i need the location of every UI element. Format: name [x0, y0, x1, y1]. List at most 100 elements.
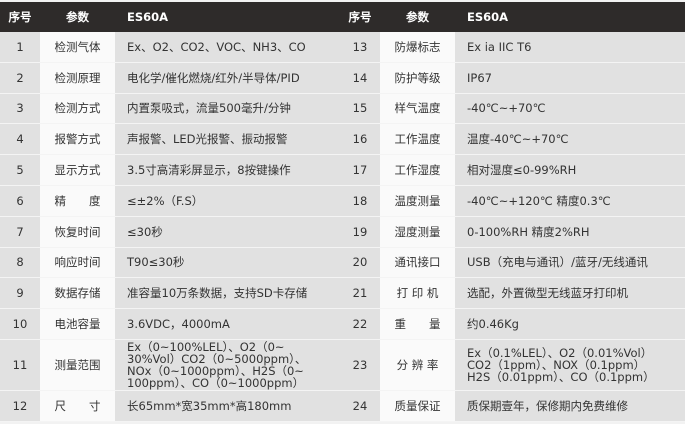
- table-row: 20 通讯接口 USB（充电与通讯）/蓝牙/无线通讯: [340, 247, 685, 279]
- header-model: ES60A: [455, 2, 685, 32]
- row-value: 温度-40℃~+70℃: [455, 124, 685, 155]
- row-value: -40℃~+70℃: [455, 93, 685, 124]
- row-value: -40℃~+120℃ 精度0.3℃: [455, 185, 685, 216]
- row-param: 检测方式: [40, 93, 115, 124]
- row-index: 22: [340, 309, 380, 339]
- row-index: 2: [0, 62, 40, 93]
- row-value: 选配，外置微型无线蓝牙打印机: [455, 278, 685, 309]
- row-index: 21: [340, 278, 380, 309]
- spec-table-left: 序号 参数 ES60A 1 检测气体 Ex、O2、CO2、VOC、NH3、CO 2 检测…: [0, 2, 340, 422]
- row-param: 电池容量: [40, 309, 115, 339]
- row-index: 4: [0, 124, 40, 155]
- row-param: 分 辨 率: [380, 339, 455, 390]
- table-row: 8 响应时间 T90≤30秒: [0, 247, 340, 279]
- table-row: 16 工作温度 温度-40℃~+70℃: [340, 124, 685, 156]
- row-param: 显示方式: [40, 155, 115, 185]
- row-param: 响应时间: [40, 247, 115, 278]
- row-value: 声报警、LED光报警、振动报警: [115, 124, 340, 155]
- header-index: 序号: [0, 2, 40, 32]
- row-value: Ex（0.1%LEL）、O2（0.01%Vol） CO2（1ppm）、NOX（0…: [455, 339, 685, 390]
- row-index: 9: [0, 278, 40, 309]
- row-param: 精 度: [40, 185, 115, 216]
- row-param: 防爆标志: [380, 32, 455, 62]
- row-value: Ex、O2、CO2、VOC、NH3、CO: [115, 32, 340, 62]
- row-value: 0-100%RH 精度2%RH: [455, 216, 685, 247]
- table-row: 7 恢复时间 ≤30秒: [0, 216, 340, 248]
- row-param: 质量保证: [380, 390, 455, 421]
- row-index: 6: [0, 185, 40, 216]
- row-index: 19: [340, 216, 380, 247]
- table-row: 10 电池容量 3.6VDC，4000mA: [0, 309, 340, 340]
- row-param: 通讯接口: [380, 247, 455, 278]
- table-row: 13 防爆标志 Ex ia IIC T6: [340, 32, 685, 63]
- table-row: 19 湿度测量 0-100%RH 精度2%RH: [340, 216, 685, 248]
- row-index: 11: [0, 339, 40, 390]
- table-row: 21 打 印 机选配，外置微型无线蓝牙打印机: [340, 278, 685, 310]
- table-row: 24 质量保证 质保期壹年，保修期内免费维修: [340, 390, 685, 422]
- row-value: 长65mm*宽35mm*高180mm: [115, 390, 340, 421]
- row-value: 准容量10万条数据，支持SD卡存储: [115, 278, 340, 309]
- row-param: 防护等级: [380, 62, 455, 93]
- row-value: 3.5寸高清彩屏显示，8按键操作: [115, 155, 340, 185]
- row-index: 10: [0, 309, 40, 339]
- table-header: 序号 参数 ES60A: [0, 2, 340, 32]
- table-header: 序号 参数 ES60A: [340, 2, 685, 32]
- row-index: 16: [340, 124, 380, 155]
- header-param: 参数: [380, 2, 455, 32]
- row-index: 23: [340, 339, 380, 390]
- table-row: 5 显示方式 3.5寸高清彩屏显示，8按键操作: [0, 155, 340, 186]
- row-index: 5: [0, 155, 40, 185]
- table-row: 2 检测原理 电化学/催化燃烧/红外/半导体/PID: [0, 62, 340, 94]
- row-index: 14: [340, 62, 380, 93]
- row-param: 报警方式: [40, 124, 115, 155]
- row-param: 检测原理: [40, 62, 115, 93]
- table-row: 1 检测气体 Ex、O2、CO2、VOC、NH3、CO: [0, 32, 340, 63]
- row-value: Ex ia IIC T6: [455, 32, 685, 62]
- row-value: 3.6VDC，4000mA: [115, 309, 340, 339]
- spec-table-right: 序号 参数 ES60A 13 防爆标志 Ex ia IIC T6 14 防护等级 IP67…: [340, 2, 685, 422]
- header-index: 序号: [340, 2, 380, 32]
- row-value: T90≤30秒: [115, 247, 340, 278]
- row-value: Ex（0~100%LEL）、O2（0~ 30%Vol）CO2（0~5000ppm…: [115, 339, 340, 390]
- table-row: 4 报警方式 声报警、LED光报警、振动报警: [0, 124, 340, 156]
- row-value: 电化学/催化燃烧/红外/半导体/PID: [115, 62, 340, 93]
- row-param: 恢复时间: [40, 216, 115, 247]
- row-index: 17: [340, 155, 380, 185]
- row-index: 15: [340, 93, 380, 124]
- table-row: 18 温度测量 -40℃~+120℃ 精度0.3℃: [340, 185, 685, 217]
- table-row: 14 防护等级 IP67: [340, 62, 685, 94]
- table-row: 3 检测方式 内置泵吸式，流量500毫升/分钟: [0, 93, 340, 125]
- row-value: USB（充电与通讯）/蓝牙/无线通讯: [455, 247, 685, 278]
- row-index: 20: [340, 247, 380, 278]
- row-param: 数据存储: [40, 278, 115, 309]
- table-row: 15 样气温度 -40℃~+70℃: [340, 93, 685, 125]
- row-value: 质保期壹年，保修期内免费维修: [455, 390, 685, 421]
- table-row: 23 分 辨 率 Ex（0.1%LEL）、O2（0.01%Vol） CO2（1ppm…: [340, 339, 685, 391]
- row-value: ≤30秒: [115, 216, 340, 247]
- row-index: 1: [0, 32, 40, 62]
- header-model: ES60A: [115, 2, 340, 32]
- row-param: 工作湿度: [380, 155, 455, 185]
- row-index: 18: [340, 185, 380, 216]
- row-value: 内置泵吸式，流量500毫升/分钟: [115, 93, 340, 124]
- row-value: 约0.46Kg: [455, 309, 685, 339]
- row-value: IP67: [455, 62, 685, 93]
- row-param: 打 印 机: [380, 278, 455, 309]
- table-row: 12 尺 寸长65mm*宽35mm*高180mm: [0, 390, 340, 422]
- header-param: 参数: [40, 2, 115, 32]
- row-param: 尺 寸: [40, 390, 115, 421]
- row-index: 8: [0, 247, 40, 278]
- row-param: 测量范围: [40, 339, 115, 390]
- row-index: 12: [0, 390, 40, 421]
- table-row: 22 重 量约0.46Kg: [340, 309, 685, 340]
- row-index: 3: [0, 93, 40, 124]
- table-row: 17 工作湿度 相对湿度≤0-99%RH: [340, 155, 685, 186]
- row-index: 24: [340, 390, 380, 421]
- table-row: 9 数据存储 准容量10万条数据，支持SD卡存储: [0, 278, 340, 310]
- row-param: 样气温度: [380, 93, 455, 124]
- row-param: 湿度测量: [380, 216, 455, 247]
- row-param: 温度测量: [380, 185, 455, 216]
- row-param: 检测气体: [40, 32, 115, 62]
- row-index: 13: [340, 32, 380, 62]
